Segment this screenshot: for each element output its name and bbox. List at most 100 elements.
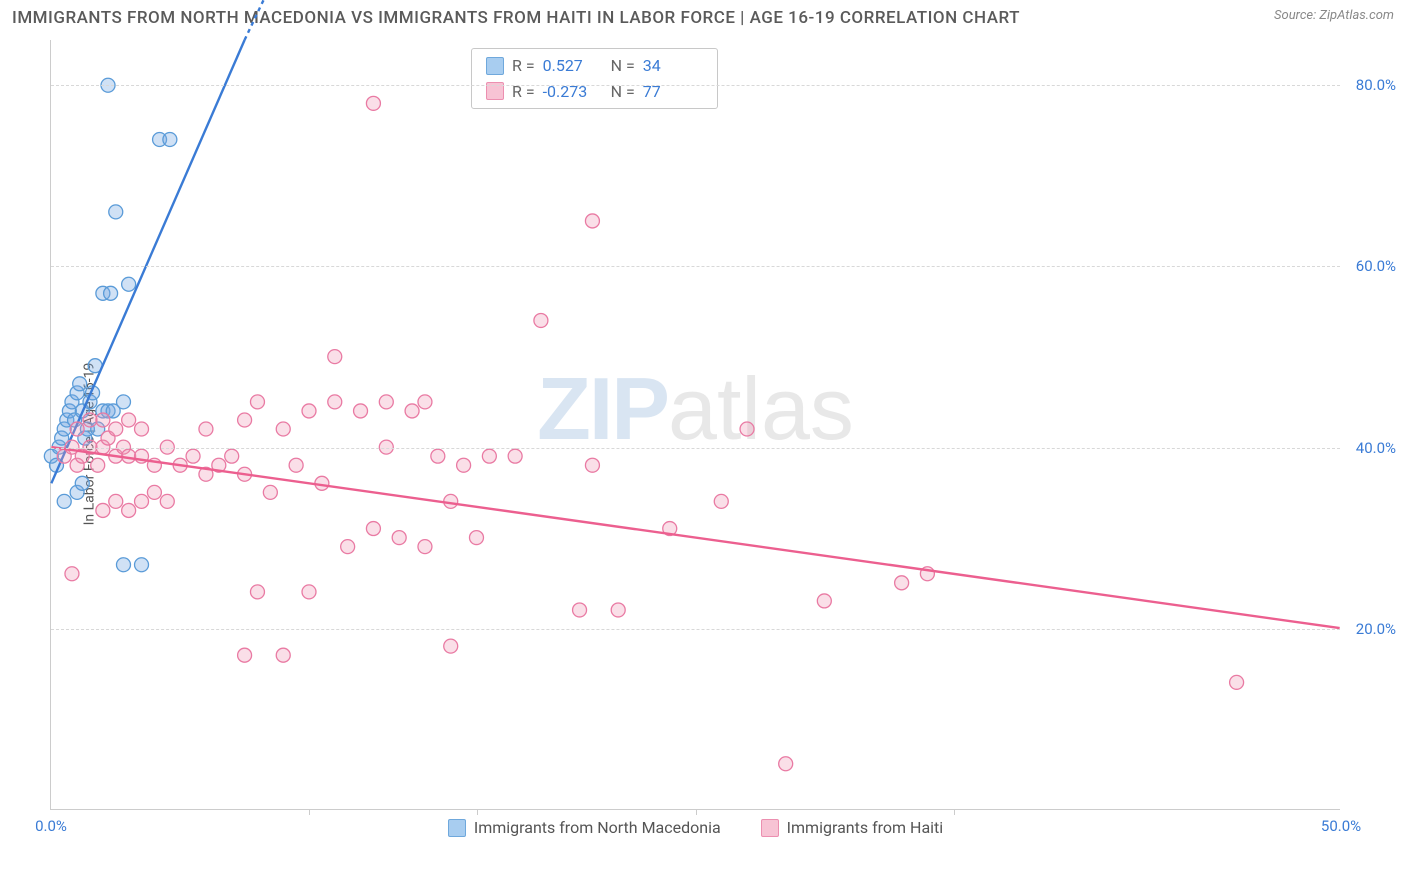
data-point xyxy=(302,404,316,418)
data-point xyxy=(70,422,84,436)
data-point xyxy=(276,648,290,662)
data-point xyxy=(469,531,483,545)
series-label-2: Immigrants from Haiti xyxy=(787,818,943,837)
scatter-svg xyxy=(51,40,1340,809)
data-point xyxy=(457,458,471,472)
data-point xyxy=(65,567,79,581)
n-value-1: 34 xyxy=(643,53,703,79)
x-tick-minor xyxy=(696,809,697,815)
data-point xyxy=(116,558,130,572)
x-tick-minor xyxy=(309,809,310,815)
data-point xyxy=(225,449,239,463)
data-point xyxy=(444,639,458,653)
data-point xyxy=(57,494,71,508)
data-point xyxy=(418,540,432,554)
x-tick-minor xyxy=(477,809,478,815)
r-value-1: 0.527 xyxy=(543,53,603,79)
data-point xyxy=(405,404,419,418)
data-point xyxy=(160,494,174,508)
r-value-2: -0.273 xyxy=(543,79,603,105)
chart-area: In Labor Force | Age 16-19 ZIPatlas R = … xyxy=(0,34,1406,854)
data-point xyxy=(366,522,380,536)
data-point xyxy=(534,313,548,327)
x-tick-label: 0.0% xyxy=(35,817,67,835)
data-point xyxy=(585,214,599,228)
gridline xyxy=(51,266,1340,267)
header: IMMIGRANTS FROM NORTH MACEDONIA VS IMMIG… xyxy=(0,0,1406,34)
data-point xyxy=(611,603,625,617)
data-point xyxy=(238,648,252,662)
n-label: N = xyxy=(611,53,635,79)
data-point xyxy=(96,503,110,517)
plot-region: ZIPatlas R = 0.527 N = 34 R = -0.273 N =… xyxy=(50,40,1340,810)
data-point xyxy=(328,350,342,364)
data-point xyxy=(585,458,599,472)
data-point xyxy=(147,485,161,499)
data-point xyxy=(116,395,130,409)
data-point xyxy=(895,576,909,590)
data-point xyxy=(354,404,368,418)
data-point xyxy=(91,458,105,472)
correlation-row-2: R = -0.273 N = 77 xyxy=(486,79,703,105)
r-label: R = xyxy=(512,79,535,105)
data-point xyxy=(122,277,136,291)
data-point xyxy=(96,413,110,427)
data-point xyxy=(341,540,355,554)
data-point xyxy=(135,494,149,508)
correlation-row-1: R = 0.527 N = 34 xyxy=(486,53,703,79)
data-point xyxy=(104,286,118,300)
data-point xyxy=(238,413,252,427)
data-point xyxy=(109,205,123,219)
correlation-legend: R = 0.527 N = 34 R = -0.273 N = 77 xyxy=(471,48,718,109)
gridline xyxy=(51,629,1340,630)
data-point xyxy=(135,422,149,436)
data-point xyxy=(508,449,522,463)
data-point xyxy=(418,395,432,409)
data-point xyxy=(573,603,587,617)
data-point xyxy=(482,449,496,463)
data-point xyxy=(431,449,445,463)
trend-line xyxy=(51,447,1339,628)
data-point xyxy=(1230,675,1244,689)
data-point xyxy=(109,494,123,508)
data-point xyxy=(75,476,89,490)
legend-item-2: Immigrants from Haiti xyxy=(761,818,943,837)
gridline xyxy=(51,448,1340,449)
data-point xyxy=(817,594,831,608)
data-point xyxy=(163,133,177,147)
series-legend: Immigrants from North Macedonia Immigran… xyxy=(51,818,1340,837)
data-point xyxy=(366,96,380,110)
data-point xyxy=(779,757,793,771)
legend-item-1: Immigrants from North Macedonia xyxy=(448,818,721,837)
trend-line xyxy=(51,40,244,483)
series-label-1: Immigrants from North Macedonia xyxy=(474,818,721,837)
source-label: Source: ZipAtlas.com xyxy=(1274,8,1394,23)
data-point xyxy=(186,449,200,463)
data-point xyxy=(250,395,264,409)
data-point xyxy=(199,422,213,436)
x-tick-label: 50.0% xyxy=(1321,817,1361,835)
y-tick-label: 40.0% xyxy=(1356,439,1396,457)
n-value-2: 77 xyxy=(643,79,703,105)
data-point xyxy=(109,422,123,436)
data-point xyxy=(740,422,754,436)
data-point xyxy=(122,503,136,517)
series-swatch-2b xyxy=(761,819,779,837)
data-point xyxy=(328,395,342,409)
r-label: R = xyxy=(512,53,535,79)
x-tick-minor xyxy=(954,809,955,815)
data-point xyxy=(392,531,406,545)
n-label: N = xyxy=(611,79,635,105)
y-tick-label: 60.0% xyxy=(1356,257,1396,275)
data-point xyxy=(263,485,277,499)
gridline xyxy=(51,85,1340,86)
y-tick-label: 80.0% xyxy=(1356,76,1396,94)
data-point xyxy=(250,585,264,599)
data-point xyxy=(135,558,149,572)
series-swatch-1 xyxy=(486,57,504,75)
data-point xyxy=(302,585,316,599)
series-swatch-1b xyxy=(448,819,466,837)
data-point xyxy=(714,494,728,508)
data-point xyxy=(379,395,393,409)
y-tick-label: 20.0% xyxy=(1356,620,1396,638)
